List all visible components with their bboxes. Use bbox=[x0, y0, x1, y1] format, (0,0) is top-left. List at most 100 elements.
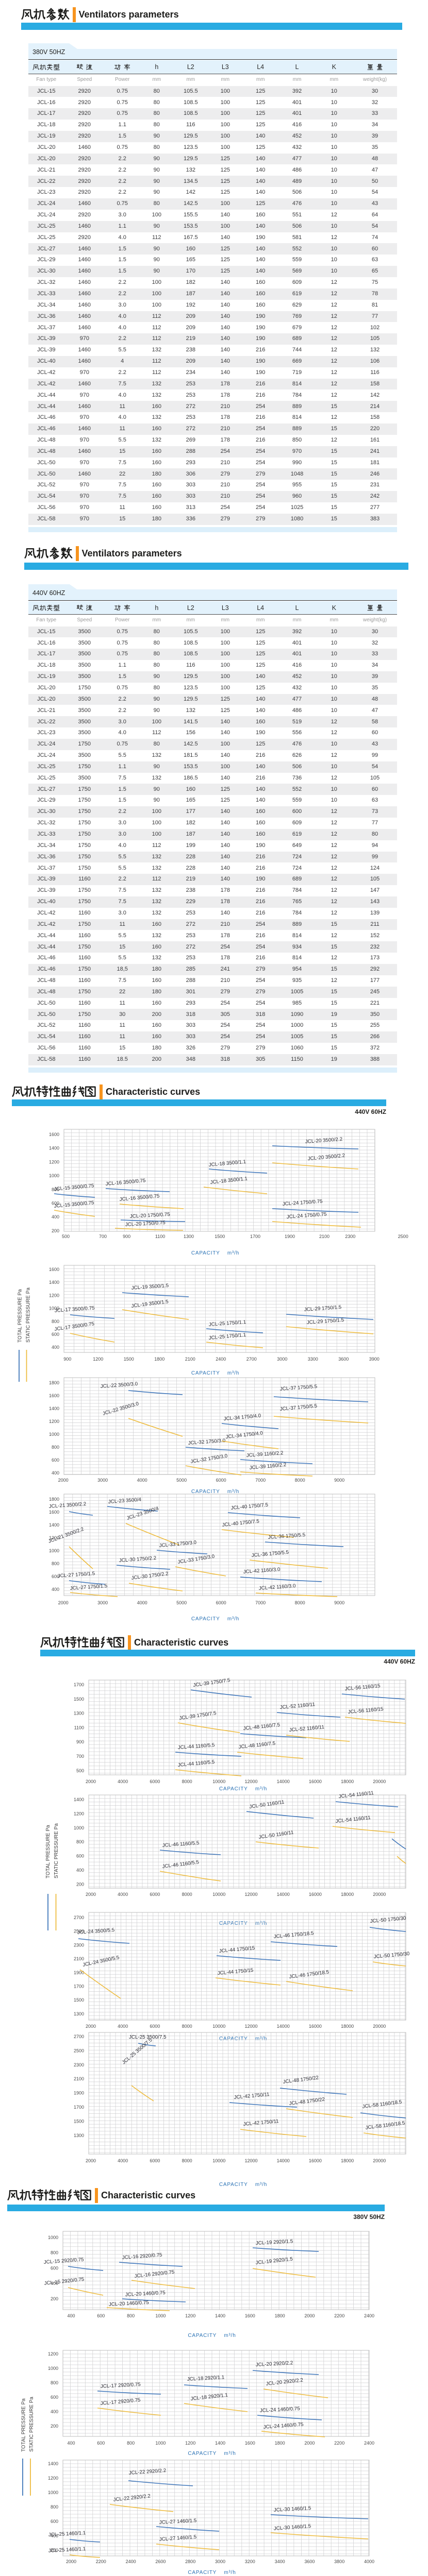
svg-text:200: 200 bbox=[51, 2424, 58, 2429]
svg-text:4000: 4000 bbox=[364, 2559, 374, 2564]
svg-text:3200: 3200 bbox=[245, 2559, 255, 2564]
svg-text:1000: 1000 bbox=[49, 1306, 59, 1311]
svg-text:2500: 2500 bbox=[74, 2048, 84, 2053]
svg-text:4000: 4000 bbox=[118, 2158, 128, 2163]
svg-text:10000: 10000 bbox=[212, 2158, 225, 2163]
svg-text:600: 600 bbox=[52, 1201, 59, 1206]
svg-text:2200: 2200 bbox=[334, 2441, 344, 2446]
svg-text:JCL-24 1750/0.75: JCL-24 1750/0.75 bbox=[282, 1199, 323, 1207]
svg-text:5000: 5000 bbox=[176, 1600, 187, 1605]
svg-text:2300: 2300 bbox=[74, 2062, 84, 2067]
svg-text:1700: 1700 bbox=[74, 1984, 84, 1989]
svg-text:10000: 10000 bbox=[212, 1892, 225, 1897]
svg-text:7000: 7000 bbox=[255, 1600, 266, 1605]
svg-text:1200: 1200 bbox=[48, 2476, 58, 2481]
svg-text:2200: 2200 bbox=[334, 2313, 344, 2318]
svg-text:JCL-29 1750/1.5: JCL-29 1750/1.5 bbox=[306, 1317, 344, 1326]
svg-text:600: 600 bbox=[51, 2395, 58, 2400]
svg-text:400: 400 bbox=[51, 2409, 58, 2414]
svg-text:1200: 1200 bbox=[185, 2313, 195, 2318]
svg-text:900: 900 bbox=[76, 1739, 84, 1744]
svg-text:JCL-17 3500/0.75: JCL-17 3500/0.75 bbox=[54, 1306, 95, 1314]
svg-text:TOTAL PRESSURE Pa: TOTAL PRESSURE Pa bbox=[18, 1289, 23, 1343]
svg-text:1400: 1400 bbox=[49, 1522, 59, 1528]
svg-text:1800: 1800 bbox=[49, 1380, 59, 1385]
svg-text:JCL-33 1750/3.0: JCL-33 1750/3.0 bbox=[159, 1540, 197, 1549]
svg-text:800: 800 bbox=[127, 2441, 135, 2446]
svg-text:JCL-30 1750/2.2: JCL-30 1750/2.2 bbox=[131, 1571, 169, 1581]
svg-text:JCL-39 1160/2.2: JCL-39 1160/2.2 bbox=[249, 1462, 286, 1471]
svg-text:JCL-46 1160/5.5: JCL-46 1160/5.5 bbox=[162, 1840, 200, 1849]
svg-text:JCL-32 1750/3.0: JCL-32 1750/3.0 bbox=[190, 1453, 228, 1465]
svg-text:2300: 2300 bbox=[345, 1234, 355, 1239]
svg-text:JCL-27 1460/1.5: JCL-27 1460/1.5 bbox=[159, 2518, 197, 2526]
svg-text:JCL-42 1160/3.0: JCL-42 1160/3.0 bbox=[258, 1583, 296, 1591]
svg-text:9000: 9000 bbox=[334, 1478, 344, 1483]
svg-text:20000: 20000 bbox=[373, 1779, 386, 1784]
svg-text:JCL-22 2920/2.2: JCL-22 2920/2.2 bbox=[113, 2493, 151, 2503]
svg-text:20000: 20000 bbox=[373, 2158, 386, 2163]
svg-text:14000: 14000 bbox=[277, 2024, 290, 2029]
svg-text:2000: 2000 bbox=[58, 1478, 69, 1483]
svg-text:1900: 1900 bbox=[74, 2091, 84, 2096]
svg-text:JCL-25 3500/7.5: JCL-25 3500/7.5 bbox=[121, 2037, 154, 2065]
svg-text:JCL-46 1160/5.5: JCL-46 1160/5.5 bbox=[162, 1859, 200, 1870]
svg-text:400: 400 bbox=[76, 1868, 84, 1873]
svg-text:200: 200 bbox=[76, 1882, 84, 1887]
svg-text:6000: 6000 bbox=[150, 1892, 160, 1897]
svg-text:600: 600 bbox=[76, 1854, 84, 1859]
svg-text:2400: 2400 bbox=[126, 2559, 136, 2564]
svg-text:CAPACITY m³/h: CAPACITY m³/h bbox=[219, 2036, 267, 2042]
svg-text:JCL-40 1750/7.5: JCL-40 1750/7.5 bbox=[231, 1502, 269, 1511]
svg-text:JCL-16 2920/0.75: JCL-16 2920/0.75 bbox=[122, 2252, 162, 2261]
svg-text:900: 900 bbox=[123, 1234, 130, 1239]
svg-text:1200: 1200 bbox=[48, 2351, 58, 2357]
svg-text:800: 800 bbox=[51, 2250, 58, 2256]
svg-text:CAPACITY m³/h: CAPACITY m³/h bbox=[191, 1250, 239, 1256]
svg-text:JCL-19 2920/1.5: JCL-19 2920/1.5 bbox=[256, 2239, 293, 2246]
svg-text:STATIC PRESSURE Pa: STATIC PRESSURE Pa bbox=[26, 1287, 31, 1343]
svg-text:600: 600 bbox=[97, 2313, 105, 2318]
svg-text:JCL-50 1750/30: JCL-50 1750/30 bbox=[373, 1951, 410, 1960]
svg-text:500: 500 bbox=[62, 1234, 70, 1239]
svg-text:700: 700 bbox=[99, 1234, 107, 1239]
svg-text:JCL-17 2920/0.75: JCL-17 2920/0.75 bbox=[101, 2382, 141, 2389]
svg-text:200: 200 bbox=[52, 1228, 59, 1233]
svg-text:1400: 1400 bbox=[215, 2313, 225, 2318]
svg-text:JCL-42 1750/11: JCL-42 1750/11 bbox=[243, 2119, 279, 2127]
svg-text:JCL-21 3500/2.2: JCL-21 3500/2.2 bbox=[47, 1527, 85, 1545]
svg-text:JCL-25 3500/7.5: JCL-25 3500/7.5 bbox=[129, 2035, 167, 2040]
svg-text:JCL-56 1160/15: JCL-56 1160/15 bbox=[344, 1683, 381, 1692]
svg-text:JCL-24 1750/0.75: JCL-24 1750/0.75 bbox=[286, 1212, 327, 1220]
svg-text:4000: 4000 bbox=[118, 2024, 128, 2029]
svg-text:600: 600 bbox=[97, 2441, 105, 2446]
svg-text:2700: 2700 bbox=[74, 1915, 84, 1920]
svg-text:3600: 3600 bbox=[304, 2559, 315, 2564]
svg-text:1000: 1000 bbox=[49, 1432, 59, 1437]
svg-text:1700: 1700 bbox=[74, 1682, 84, 1687]
svg-text:1600: 1600 bbox=[49, 1132, 59, 1137]
svg-text:JCL-16 2920/0.75: JCL-16 2920/0.75 bbox=[134, 2269, 175, 2279]
svg-text:1500: 1500 bbox=[124, 1357, 134, 1362]
svg-text:1000: 1000 bbox=[49, 1548, 59, 1553]
svg-text:18000: 18000 bbox=[341, 1892, 354, 1897]
svg-text:3300: 3300 bbox=[308, 1357, 318, 1362]
svg-text:1200: 1200 bbox=[185, 2441, 195, 2446]
svg-text:2000: 2000 bbox=[86, 1892, 96, 1897]
svg-text:1200: 1200 bbox=[49, 1159, 59, 1164]
svg-text:1000: 1000 bbox=[155, 2313, 166, 2318]
svg-text:1600: 1600 bbox=[49, 1393, 59, 1398]
svg-text:JCL-27 1750/1.5: JCL-27 1750/1.5 bbox=[70, 1583, 108, 1591]
svg-text:20000: 20000 bbox=[373, 2024, 386, 2029]
svg-text:JCL-40 1750/7.5: JCL-40 1750/7.5 bbox=[222, 1518, 260, 1528]
svg-text:1700: 1700 bbox=[74, 2105, 84, 2110]
svg-text:JCL-32 1750/3.0: JCL-32 1750/3.0 bbox=[188, 1438, 226, 1446]
svg-text:JCL-17 3500/0.75: JCL-17 3500/0.75 bbox=[54, 1321, 95, 1332]
svg-text:1300: 1300 bbox=[184, 1234, 194, 1239]
svg-text:JCL-25 1460/1.1: JCL-25 1460/1.1 bbox=[48, 2546, 86, 2554]
svg-text:1600: 1600 bbox=[245, 2313, 255, 2318]
svg-text:JCL-15 2920/0.75: JCL-15 2920/0.75 bbox=[43, 2257, 84, 2265]
svg-text:3000: 3000 bbox=[97, 1600, 108, 1605]
svg-text:2700: 2700 bbox=[74, 2034, 84, 2039]
svg-text:JCL-24 3500/5.5: JCL-24 3500/5.5 bbox=[77, 1927, 115, 1936]
